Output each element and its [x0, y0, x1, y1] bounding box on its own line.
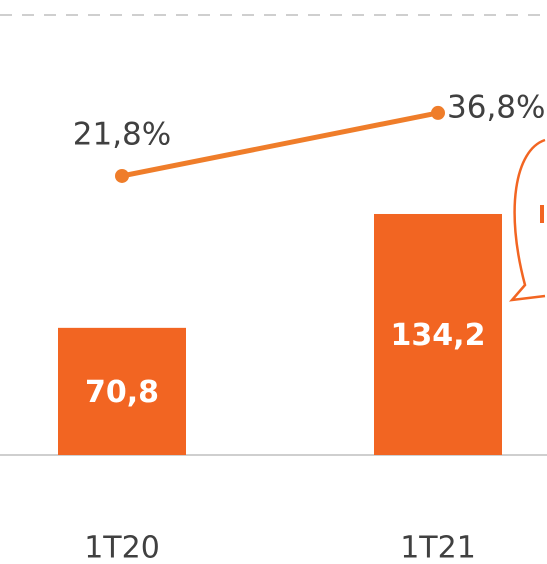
line-point: [115, 169, 129, 183]
x-tick-label: 1T20: [84, 531, 160, 564]
page: {"chart_data": {"type": "bar", "categori…: [0, 0, 547, 564]
bar-value-label: 134,2: [391, 318, 486, 353]
line-value-label: 36,8%: [447, 89, 545, 125]
line-value-label: 21,8%: [73, 116, 171, 152]
x-tick-label: 1T21: [400, 531, 476, 564]
chart: 1T20 1T21 70,8 134,2 21,8% 36,8%: [0, 0, 547, 564]
bubble-glyph: [540, 205, 544, 223]
bar-value-label: 70,8: [85, 375, 159, 410]
line-point: [431, 106, 445, 120]
